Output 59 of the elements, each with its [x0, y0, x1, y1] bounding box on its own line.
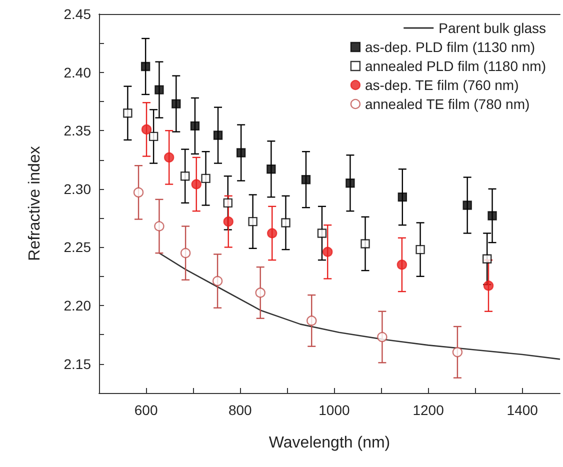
x-tick-label: 1400 [506, 402, 538, 418]
point [346, 178, 355, 188]
point [301, 174, 311, 184]
point [190, 121, 200, 131]
line-series [158, 252, 561, 360]
point [360, 239, 370, 248]
legend-label: as-dep. PLD film (1130 nm) [364, 39, 536, 55]
point [255, 288, 266, 298]
point [212, 276, 223, 286]
point [236, 148, 246, 158]
legend-label: annealed PLD film (1180 nm) [364, 58, 546, 74]
point [201, 174, 210, 184]
x-tick-label: 600 [134, 402, 158, 418]
point [416, 244, 425, 254]
point [483, 280, 494, 291]
point [148, 132, 158, 142]
y-tick-label: 2.20 [64, 298, 92, 314]
point [141, 124, 152, 135]
x-tick-label: 1200 [412, 402, 444, 418]
legend-label: annealed TE film (780 nm) [364, 96, 530, 112]
y-tick-label: 2.25 [64, 239, 92, 256]
y-tick-label: 2.40 [64, 64, 92, 80]
point [191, 179, 202, 190]
point [322, 246, 333, 257]
y-tick-label: 2.35 [64, 122, 92, 139]
x-axis-title: Wavelength (nm) [268, 434, 390, 452]
x-tick-label: 800 [228, 402, 252, 418]
point [154, 221, 164, 232]
y-tick-label: 2.30 [64, 180, 92, 197]
point [482, 254, 492, 264]
point [172, 99, 181, 108]
point [133, 187, 144, 198]
y-tick-label: 2.45 [64, 6, 92, 22]
point [180, 171, 190, 181]
point [462, 200, 472, 210]
point [488, 211, 497, 220]
point [213, 130, 223, 140]
point [180, 248, 191, 258]
point [267, 228, 278, 238]
legend-label: as-dep. TE film (760 nm) [364, 77, 519, 93]
y-axis-title: Refractive index [26, 146, 44, 261]
point [223, 198, 232, 208]
point [396, 260, 408, 270]
point [398, 192, 408, 202]
point [123, 108, 132, 118]
point [223, 216, 234, 227]
legend-label: Parent bulk glass [438, 20, 546, 36]
point [317, 228, 327, 238]
point [306, 316, 317, 326]
y-tick-label: 2.15 [64, 356, 92, 372]
point [281, 218, 290, 228]
point [266, 164, 276, 174]
point [164, 152, 174, 163]
point [377, 332, 388, 342]
x-tick-label: 1000 [318, 402, 350, 418]
point [452, 347, 463, 358]
point [154, 85, 164, 94]
point [140, 62, 150, 72]
point [248, 216, 258, 226]
